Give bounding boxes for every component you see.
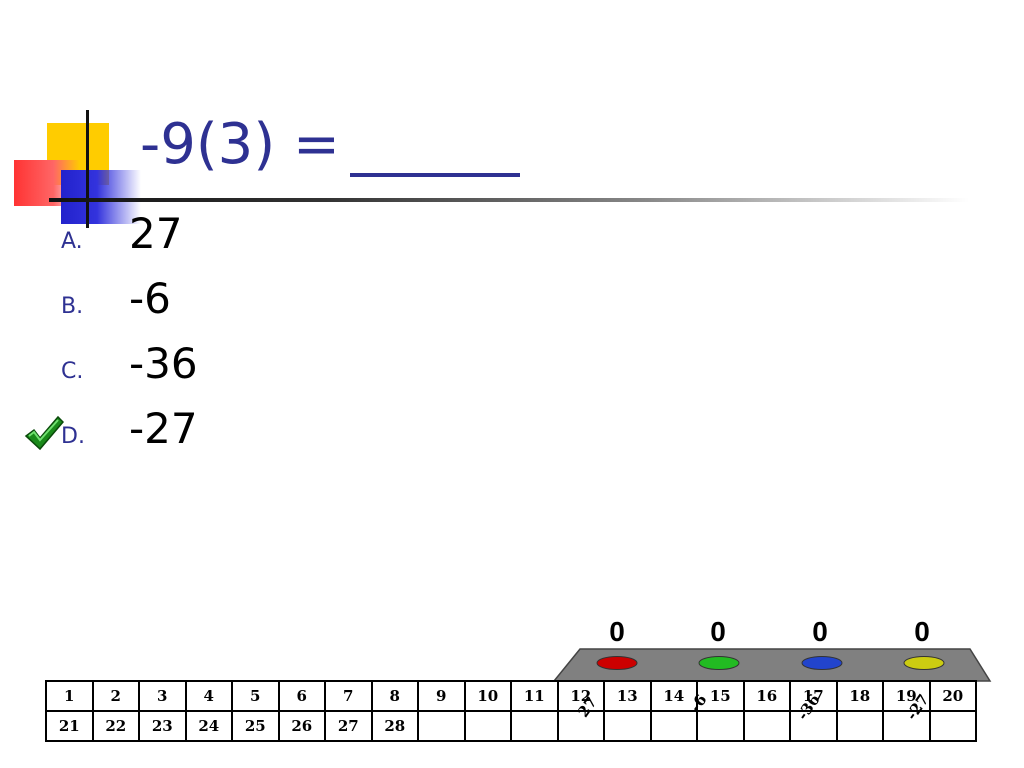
roster-row-2: 21 22 23 24 25 26 27 28 xyxy=(45,710,977,742)
checkmark-icon xyxy=(24,415,64,451)
roster-cell: 23 xyxy=(138,710,187,742)
roster-cell xyxy=(463,710,512,742)
decorative-vertical-line xyxy=(86,110,89,228)
roster-cell: 28 xyxy=(370,710,419,742)
roster-cell: 6 xyxy=(277,680,326,712)
roster-cell: 17 xyxy=(789,680,838,712)
roster-cell xyxy=(696,710,745,742)
roster-cell: 9 xyxy=(417,680,466,712)
question-text: -9(3) = xyxy=(140,112,340,177)
roster-cell: 14 xyxy=(649,680,698,712)
answer-option-a[interactable]: A. 27 xyxy=(0,207,600,272)
answer-value: -36 xyxy=(129,339,198,388)
roster-cell: 2 xyxy=(91,680,140,712)
roster-cell: 8 xyxy=(370,680,419,712)
roster-cell: 16 xyxy=(742,680,791,712)
roster-cell: 13 xyxy=(603,680,652,712)
answer-letter: B. xyxy=(61,294,84,319)
answer-option-b[interactable]: B. -6 xyxy=(0,272,600,337)
roster-cell: 7 xyxy=(324,680,373,712)
title-underline-divider xyxy=(49,198,969,202)
response-count-d: 0 xyxy=(914,616,930,647)
answer-option-d[interactable]: D. -27 xyxy=(0,402,600,467)
decorative-blue-square xyxy=(61,170,141,224)
roster-cell: 1 xyxy=(45,680,94,712)
roster-cell: 19 xyxy=(882,680,931,712)
answer-letter: C. xyxy=(61,359,84,384)
roster-cell: 25 xyxy=(231,710,280,742)
answer-value: -27 xyxy=(129,404,198,453)
roster-cell: 15 xyxy=(696,680,745,712)
roster-cell: 27 xyxy=(324,710,373,742)
response-keypad-tray xyxy=(552,648,992,682)
roster-cell xyxy=(603,710,652,742)
yellow-response-button[interactable] xyxy=(903,656,945,670)
blue-response-button[interactable] xyxy=(801,656,843,670)
roster-cell: 3 xyxy=(138,680,187,712)
roster-cell: 26 xyxy=(277,710,326,742)
response-count-b: 0 xyxy=(710,616,726,647)
red-response-button[interactable] xyxy=(596,656,638,670)
answer-option-c[interactable]: C. -36 xyxy=(0,337,600,402)
roster-cell: 21 xyxy=(45,710,94,742)
student-roster-grid: 1 2 3 4 5 6 7 8 9 10 11 12 13 14 15 16 17 18 19 20 21 22 23 24… xyxy=(45,680,977,742)
green-response-button[interactable] xyxy=(698,656,740,670)
roster-cell: 12 xyxy=(556,680,605,712)
roster-cell: 5 xyxy=(231,680,280,712)
answer-letter: A. xyxy=(61,229,83,254)
answer-letter: D. xyxy=(61,424,85,449)
roster-cell: 24 xyxy=(184,710,233,742)
roster-cell: 4 xyxy=(184,680,233,712)
roster-cell: 11 xyxy=(510,680,559,712)
roster-cell xyxy=(928,710,977,742)
roster-cell xyxy=(835,710,884,742)
roster-cell: 22 xyxy=(91,710,140,742)
roster-cell xyxy=(742,710,791,742)
roster-cell xyxy=(649,710,698,742)
roster-cell: 10 xyxy=(463,680,512,712)
answer-blank xyxy=(349,123,520,177)
roster-row-1: 1 2 3 4 5 6 7 8 9 10 11 12 13 14 15 16 17 18 19 20 xyxy=(45,680,977,712)
roster-cell xyxy=(417,710,466,742)
answer-list: A. 27 B. -6 C. -36 D. -27 xyxy=(0,207,600,467)
roster-cell: 20 xyxy=(928,680,977,712)
roster-cell: 18 xyxy=(835,680,884,712)
question-title: -9(3) = xyxy=(140,112,520,177)
response-count-a: 0 xyxy=(609,616,625,647)
response-count-c: 0 xyxy=(812,616,828,647)
roster-cell xyxy=(510,710,559,742)
answer-value: -6 xyxy=(129,274,171,323)
roster-cell xyxy=(882,710,931,742)
answer-value: 27 xyxy=(129,209,183,258)
roster-cell xyxy=(556,710,605,742)
roster-cell xyxy=(789,710,838,742)
